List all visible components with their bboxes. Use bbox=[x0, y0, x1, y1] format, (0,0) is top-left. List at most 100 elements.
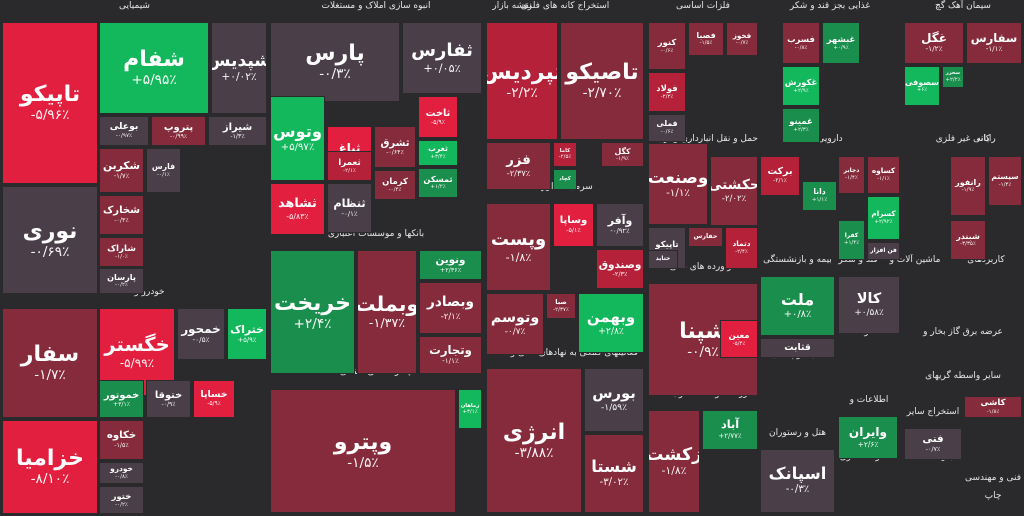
symbol-tile[interactable]: قثابت bbox=[760, 338, 835, 358]
symbol-tile[interactable]: وتوس +۵/۹۷٪ bbox=[270, 96, 325, 181]
symbol-tile[interactable]: فصبا -۱/۵٪ bbox=[688, 22, 724, 56]
symbol-tile[interactable]: ثمسکن +۱/۲٪ bbox=[418, 168, 458, 198]
symbol-tile[interactable]: کالا +۰/۵۸٪ bbox=[838, 276, 900, 334]
symbol-tile[interactable]: حتاید bbox=[648, 250, 678, 269]
symbol-tile[interactable]: بورس -۱/۵۹٪ bbox=[584, 368, 644, 432]
symbol-tile[interactable]: حکشتی -۲/۰۲٪ bbox=[710, 156, 758, 226]
symbol-name: شاراک bbox=[107, 243, 136, 254]
symbol-tile[interactable]: شکربن -۱/۷٪ bbox=[99, 148, 144, 193]
symbol-tile[interactable]: ونوین +۲/۳۶٪ bbox=[419, 250, 482, 280]
symbol-tile[interactable]: وصندوق -۲/۳٪ bbox=[596, 249, 644, 289]
symbol-tile[interactable]: زکشت -۱/۸٪ bbox=[648, 410, 700, 513]
symbol-tile[interactable]: وبصادر -۲/۱٪ bbox=[419, 282, 482, 334]
symbol-tile[interactable]: ثپردیس-۲/۲٪ bbox=[486, 22, 558, 140]
symbol-tile[interactable]: خساپا -۵/۹٪ bbox=[193, 380, 235, 418]
symbol-tile[interactable]: دجابر -۱/۴٪ bbox=[838, 156, 865, 194]
symbol-tile[interactable]: وتوسم -۰/۷٪ bbox=[486, 293, 544, 355]
symbol-name: سصوفی bbox=[904, 78, 940, 88]
symbol-tile[interactable]: شیراز -۱/۳٪ bbox=[208, 116, 267, 146]
symbol-tile[interactable]: بوعلی -۰/۹۷٪ bbox=[99, 116, 149, 146]
symbol-tile[interactable]: پارسان -۰/۲٪ bbox=[99, 268, 144, 294]
symbol-tile[interactable]: ختور -۰/۲٪ bbox=[99, 486, 144, 514]
symbol-tile[interactable]: فارس -۰/۱٪ bbox=[146, 148, 181, 193]
symbol-tile[interactable]: پارس -۰/۳٪ bbox=[270, 22, 400, 102]
symbol-tile[interactable]: تاصیکو -۲/۷۰٪ bbox=[560, 22, 644, 140]
symbol-tile[interactable]: خمحور -۰/۵٪ bbox=[177, 308, 225, 360]
symbol-tile[interactable]: آباد +۲/۷۷٪ bbox=[702, 410, 758, 450]
symbol-tile[interactable]: پتروپ -۰/۹۹٪ bbox=[151, 116, 206, 146]
symbol-tile[interactable]: انرژی -۳/۸۸٪ bbox=[486, 368, 582, 513]
symbol-tile[interactable]: وپترو -۱/۵٪ bbox=[270, 389, 456, 513]
symbol-tile[interactable]: وساپا -۵/۱٪ bbox=[553, 203, 594, 247]
symbol-tile[interactable]: وایران +۲/۶٪ bbox=[838, 416, 898, 459]
symbol-tile[interactable]: ثغرب +۳/۴٪ bbox=[418, 140, 458, 166]
symbol-tile[interactable]: خکاوه -۱/۵٪ bbox=[99, 420, 144, 460]
symbol-tile[interactable]: سخزر +۲/۲٪ bbox=[942, 66, 964, 88]
symbol-tile[interactable]: خموتور +۳/۱٪ bbox=[99, 380, 144, 418]
symbol-tile[interactable]: برکت -۲/۱٪ bbox=[760, 156, 800, 196]
symbol-tile[interactable]: ثفارس +۰/۰۵٪ bbox=[402, 22, 482, 94]
symbol-tile[interactable]: سیستم -۱/۴٪ bbox=[988, 156, 1022, 206]
symbol-tile[interactable]: معین -۵/۴٪ bbox=[720, 320, 758, 358]
symbol-tile[interactable]: ملت +۰/۸٪ bbox=[760, 276, 835, 336]
symbol-tile[interactable]: وآفر -۰/۹۲٪ bbox=[596, 203, 644, 247]
symbol-tile[interactable]: غبشهر +۰/۹٪ bbox=[822, 22, 860, 64]
symbol-tile[interactable]: صبا -۲/۳۷٪ bbox=[546, 293, 576, 319]
symbol-tile[interactable]: غگل -۱/۲٪ bbox=[904, 22, 964, 64]
symbol-name: وپترو bbox=[333, 430, 393, 456]
symbol-tile[interactable]: دتماد -۲/۴٪ bbox=[725, 227, 758, 269]
symbol-tile[interactable]: حفارس bbox=[688, 227, 723, 247]
symbol-tile[interactable]: سفارس -۱/۱٪ bbox=[966, 22, 1022, 64]
symbol-tile[interactable]: وتجارت -۱/۱٪ bbox=[419, 336, 482, 374]
symbol-tile[interactable]: کچاد bbox=[553, 169, 577, 190]
symbol-tile[interactable]: فسرب -۰/۸٪ bbox=[782, 22, 820, 64]
symbol-tile[interactable]: غکورش +۲/۹٪ bbox=[782, 66, 820, 106]
symbol-tile[interactable]: شفام +۵/۹۵٪ bbox=[99, 22, 209, 114]
symbol-tile[interactable]: اسپانک -۰/۳٪ bbox=[760, 449, 835, 513]
symbol-tile[interactable]: نوری -۰/۶۹٪ bbox=[2, 186, 98, 294]
symbol-tile[interactable]: کساوه -۱/۱٪ bbox=[867, 156, 900, 194]
symbol-tile[interactable]: کفرا +۱/۴٪ bbox=[838, 220, 865, 260]
symbol-tile[interactable]: فخوز -۰/۷٪ bbox=[726, 22, 758, 56]
symbol-tile[interactable]: وبهمن +۲/۸٪ bbox=[578, 293, 644, 353]
symbol-tile[interactable]: ثشاهد -۵/۸۳٪ bbox=[270, 183, 325, 235]
symbol-tile[interactable]: کاما -۲/۵٪ bbox=[553, 142, 577, 167]
symbol-tile[interactable]: فولاد -۲/۲٪ bbox=[648, 72, 686, 112]
symbol-tile[interactable]: ختراک +۵/۹٪ bbox=[227, 308, 267, 360]
symbol-tile[interactable]: خریخت +۲/۴٪ bbox=[270, 250, 355, 374]
symbol-tile[interactable]: خزامیا -۸/۱۰٪ bbox=[2, 420, 98, 514]
symbol-tile[interactable]: غمینو +۲/۳٪ bbox=[782, 108, 820, 143]
symbol-tile[interactable]: ثشرق -۰/۶۴٪ bbox=[374, 126, 416, 168]
symbol-tile[interactable]: خودرو -۰/۸٪ bbox=[99, 462, 144, 484]
symbol-tile[interactable]: زماهان +۳/۱٪ bbox=[458, 389, 482, 429]
symbol-change: -۰/۶۴٪ bbox=[386, 149, 404, 157]
symbol-tile[interactable]: دانا +۱/۱٪ bbox=[802, 181, 837, 211]
symbol-tile[interactable]: وپست -۱/۸٪ bbox=[486, 203, 551, 291]
symbol-tile[interactable]: کاشی -۱/۸٪ bbox=[964, 396, 1022, 418]
symbol-tile[interactable]: فنی -۰/۷٪ bbox=[904, 428, 962, 460]
symbol-tile[interactable]: شستا -۳/۰۲٪ bbox=[584, 434, 644, 513]
symbol-tile[interactable]: کسرام +۲/۹۲٪ bbox=[867, 196, 900, 240]
symbol-tile[interactable]: شاراک -۱/۰٪ bbox=[99, 237, 144, 267]
symbol-change: +۰/۸٪ bbox=[783, 309, 812, 321]
symbol-tile[interactable]: فزر -۲/۳۷٪ bbox=[486, 142, 551, 190]
symbol-tile[interactable]: ثاخت -۵/۹٪ bbox=[418, 96, 458, 138]
symbol-tile[interactable]: رانفور -۱/۹٪ bbox=[950, 156, 986, 216]
symbol-tile[interactable]: کرمان -۰/۴٪ bbox=[374, 170, 416, 200]
symbol-tile[interactable]: فملی -۰/۶٪ bbox=[648, 114, 686, 142]
symbol-tile[interactable]: سصوفی +۶٪ bbox=[904, 66, 940, 106]
symbol-change: +۰/۰۲٪ bbox=[221, 71, 257, 84]
symbol-tile[interactable]: کنور -۰/۶٪ bbox=[648, 22, 686, 70]
symbol-tile[interactable]: ثنظام -۰/۱٪ bbox=[327, 183, 372, 233]
symbol-tile[interactable]: کگل -۱/۹٪ bbox=[601, 142, 644, 167]
symbol-tile[interactable]: شخارک -۰/۴٪ bbox=[99, 195, 144, 235]
symbol-tile[interactable]: سفار -۱/۷٪ bbox=[2, 308, 98, 418]
symbol-tile[interactable]: وبملت -۱/۳۷٪ bbox=[357, 250, 417, 374]
symbol-tile[interactable]: فن افزار bbox=[867, 242, 900, 260]
symbol-tile[interactable]: ختوقا -۰/۹٪ bbox=[146, 380, 191, 418]
symbol-tile[interactable]: وصنعت -۱/۱٪ bbox=[648, 143, 708, 225]
symbol-tile[interactable]: ثعمرا -۲/۱٪ bbox=[327, 151, 372, 181]
symbol-tile[interactable]: شبندر -۳/۳۵٪ bbox=[950, 220, 986, 260]
symbol-tile[interactable]: تاپیکو -۵/۹۶٪ bbox=[2, 22, 98, 184]
symbol-tile[interactable]: شپدیس+۰/۰۲٪ bbox=[211, 22, 267, 114]
